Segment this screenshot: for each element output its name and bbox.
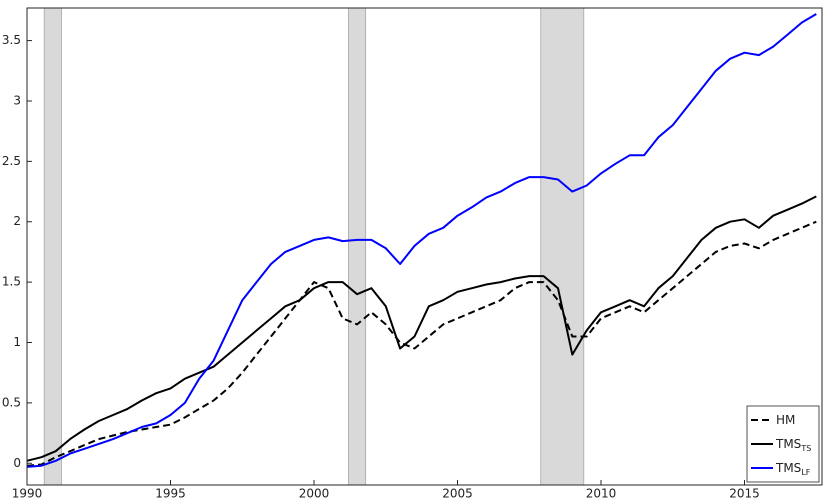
x-tick-label: 2000 bbox=[299, 487, 330, 501]
x-tick-label: 2015 bbox=[729, 487, 760, 501]
legend-subscript: LF bbox=[801, 468, 810, 477]
axes-box bbox=[26, 7, 823, 486]
x-tick-label: 2010 bbox=[586, 487, 617, 501]
x-tick-label: 1995 bbox=[155, 487, 186, 501]
series-line bbox=[26, 220, 817, 467]
y-tick-label: 0.5 bbox=[2, 395, 21, 409]
recession-band bbox=[43, 7, 62, 486]
series-line bbox=[26, 13, 817, 468]
legend-name: TMS bbox=[775, 437, 801, 451]
y-tick-label: 2.5 bbox=[2, 154, 21, 168]
y-tick-label: 3 bbox=[13, 93, 21, 107]
plot-area bbox=[27, 8, 822, 485]
recession-band bbox=[540, 7, 585, 486]
legend-label: HM bbox=[776, 413, 795, 427]
series-line bbox=[26, 195, 817, 462]
recession-band bbox=[348, 7, 367, 486]
y-tick-label: 3.5 bbox=[2, 33, 21, 47]
y-tick-label: 1.5 bbox=[2, 275, 21, 289]
legend-name: HM bbox=[776, 413, 795, 427]
y-tick-label: 0 bbox=[13, 456, 21, 470]
legend-label: TMSLF bbox=[775, 461, 811, 477]
legend-label: TMSTS bbox=[775, 437, 811, 453]
y-tick-label: 2 bbox=[13, 214, 21, 228]
x-tick-label: 1990 bbox=[12, 487, 43, 501]
x-tick-label: 2005 bbox=[442, 487, 473, 501]
legend-subscript: TS bbox=[800, 444, 811, 453]
legend-name: TMS bbox=[775, 461, 801, 475]
y-tick-label: 1 bbox=[13, 335, 21, 349]
